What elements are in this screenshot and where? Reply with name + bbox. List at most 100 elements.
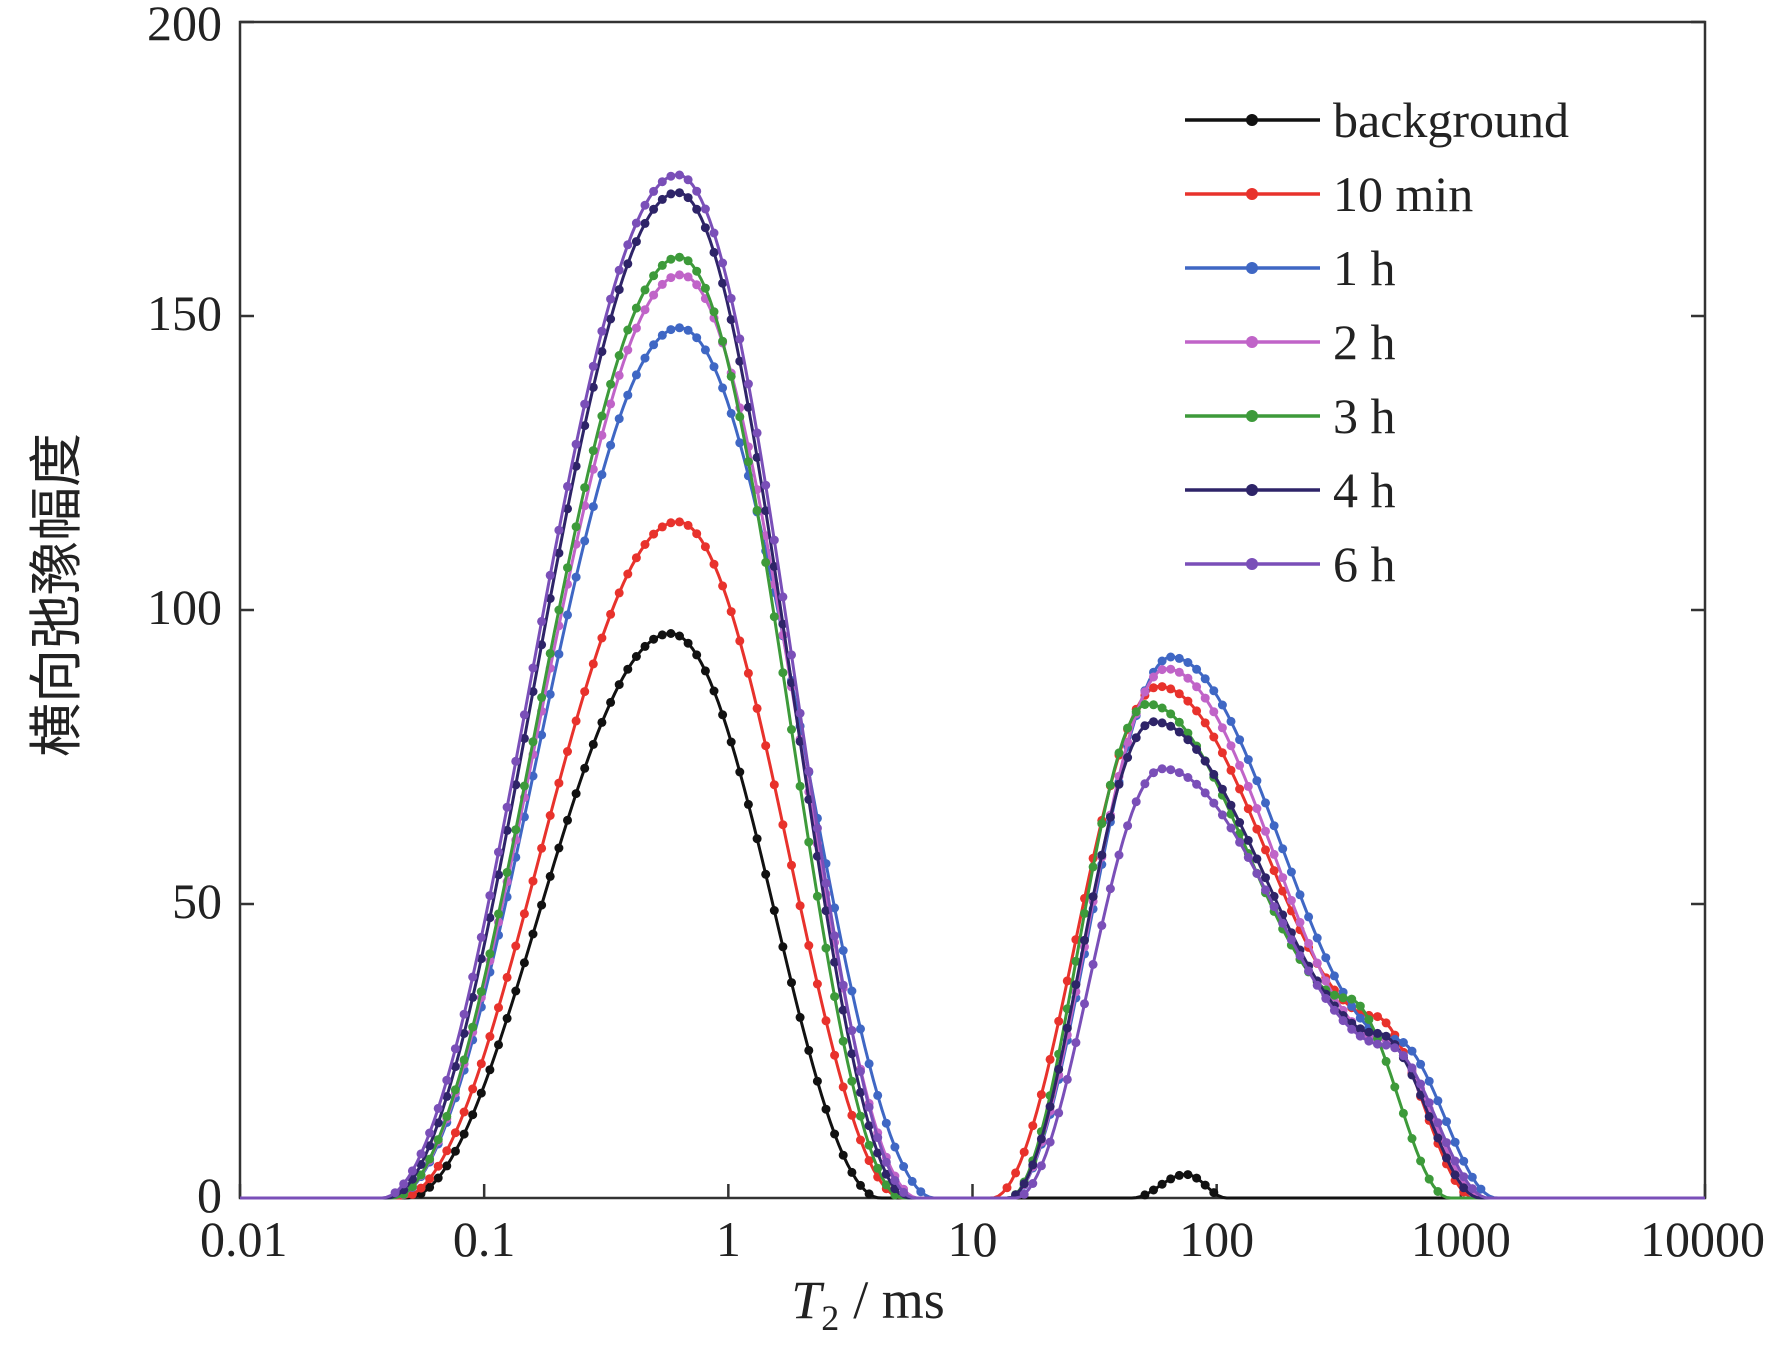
data-point bbox=[795, 901, 805, 911]
data-point bbox=[1243, 781, 1253, 791]
data-point bbox=[545, 570, 555, 580]
data-point bbox=[1140, 687, 1150, 697]
data-point bbox=[554, 778, 564, 788]
data-point bbox=[795, 736, 805, 746]
data-point bbox=[761, 557, 771, 567]
data-point bbox=[769, 612, 779, 622]
data-point bbox=[1157, 665, 1167, 675]
data-point bbox=[416, 1160, 426, 1169]
data-point bbox=[856, 1087, 865, 1097]
data-point bbox=[692, 280, 702, 290]
data-point bbox=[838, 1005, 848, 1015]
data-point bbox=[631, 218, 641, 228]
data-point bbox=[1200, 788, 1210, 798]
data-point bbox=[450, 1062, 460, 1072]
data-point bbox=[1442, 1138, 1451, 1148]
data-point bbox=[666, 629, 676, 638]
data-point bbox=[864, 1156, 874, 1166]
data-point bbox=[1433, 1187, 1443, 1196]
data-point bbox=[580, 399, 590, 409]
data-point bbox=[821, 878, 831, 888]
data-point bbox=[881, 1180, 891, 1190]
data-point bbox=[787, 650, 796, 660]
y-tick-label: 150 bbox=[147, 285, 222, 341]
data-point bbox=[890, 1142, 900, 1152]
data-point bbox=[502, 802, 512, 812]
data-point bbox=[657, 260, 667, 270]
data-point bbox=[1200, 693, 1210, 703]
data-point bbox=[442, 1075, 452, 1085]
data-point bbox=[399, 1179, 409, 1189]
data-point bbox=[1295, 951, 1305, 961]
data-point bbox=[442, 1161, 452, 1171]
data-point bbox=[1278, 844, 1288, 854]
data-point bbox=[1131, 797, 1141, 807]
data-point bbox=[761, 869, 771, 879]
data-point bbox=[812, 979, 822, 989]
data-point bbox=[1192, 1173, 1202, 1183]
data-point bbox=[873, 1133, 883, 1143]
data-point bbox=[1252, 804, 1262, 813]
data-point bbox=[1166, 652, 1176, 662]
data-point bbox=[1097, 921, 1107, 930]
data-point bbox=[735, 334, 745, 344]
data-point bbox=[881, 1169, 891, 1179]
data-point bbox=[821, 1104, 831, 1114]
data-point bbox=[735, 767, 745, 777]
data-point bbox=[1192, 745, 1202, 754]
y-tick-label: 50 bbox=[172, 873, 222, 929]
data-point bbox=[640, 285, 650, 295]
data-point bbox=[1097, 850, 1107, 860]
data-point bbox=[830, 957, 840, 967]
data-point bbox=[563, 747, 572, 756]
x-tick-label: 0.01 bbox=[200, 1211, 288, 1267]
data-point bbox=[1312, 958, 1322, 968]
data-point bbox=[1381, 1031, 1391, 1041]
data-point bbox=[692, 186, 702, 196]
data-point bbox=[649, 290, 659, 300]
data-point bbox=[1364, 1027, 1374, 1037]
data-point bbox=[1149, 768, 1158, 778]
data-point bbox=[502, 825, 512, 835]
data-point bbox=[1347, 1024, 1357, 1034]
data-point bbox=[1174, 768, 1184, 778]
data-point bbox=[683, 272, 693, 282]
data-point bbox=[700, 283, 710, 293]
data-point bbox=[649, 186, 659, 196]
data-point bbox=[468, 992, 478, 1002]
data-point bbox=[1424, 1112, 1434, 1121]
data-point bbox=[545, 648, 555, 658]
data-point bbox=[864, 1102, 874, 1112]
data-point bbox=[666, 273, 676, 283]
data-point bbox=[1157, 718, 1167, 728]
data-point bbox=[838, 946, 848, 955]
data-point bbox=[580, 483, 590, 493]
data-point bbox=[804, 941, 814, 950]
data-point bbox=[476, 1088, 486, 1098]
data-point bbox=[838, 1036, 848, 1046]
data-point bbox=[1398, 1051, 1408, 1061]
data-point bbox=[494, 1040, 503, 1050]
data-point bbox=[450, 1146, 460, 1156]
data-point bbox=[1252, 776, 1262, 786]
data-point bbox=[675, 188, 684, 198]
data-point bbox=[1243, 755, 1253, 765]
data-point bbox=[1390, 1082, 1400, 1092]
data-point bbox=[1459, 1183, 1469, 1193]
data-point bbox=[588, 739, 598, 749]
data-point bbox=[563, 815, 572, 825]
data-point bbox=[657, 630, 667, 640]
data-point bbox=[1459, 1172, 1469, 1182]
data-point bbox=[856, 1111, 865, 1121]
data-point bbox=[1381, 1018, 1391, 1028]
data-point bbox=[666, 171, 676, 181]
legend-label: background bbox=[1333, 92, 1569, 148]
data-point bbox=[709, 559, 719, 569]
data-point bbox=[1269, 821, 1279, 831]
data-point bbox=[623, 569, 633, 579]
data-point bbox=[683, 175, 693, 185]
x-tick-label: 0.1 bbox=[453, 1211, 516, 1267]
data-point bbox=[1071, 1038, 1081, 1048]
data-point bbox=[1174, 667, 1184, 677]
data-point bbox=[1174, 653, 1184, 663]
